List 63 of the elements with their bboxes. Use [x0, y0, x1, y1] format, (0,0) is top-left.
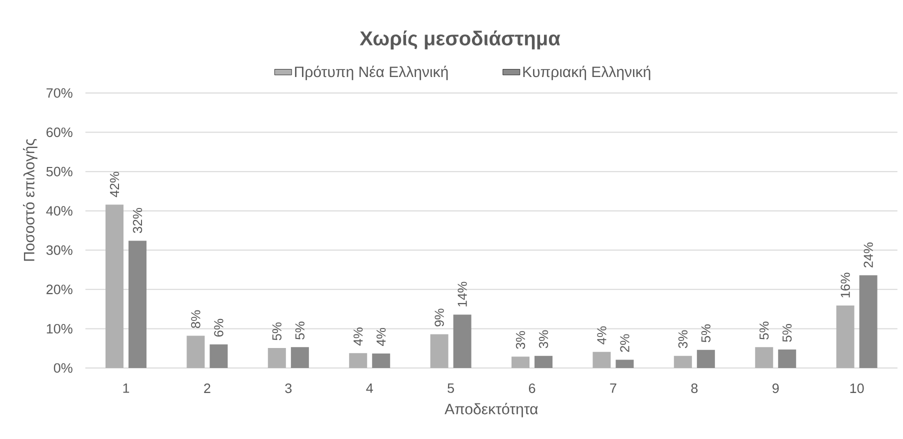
bar [674, 356, 692, 368]
y-tick-label: 30% [46, 245, 72, 255]
x-tick-label: 4 [366, 384, 373, 393]
data-label: 16% [840, 272, 850, 298]
y-tick-label: 20% [46, 284, 72, 294]
x-tick-label: 5 [448, 384, 454, 393]
bar [755, 347, 774, 368]
data-label: 4% [354, 328, 363, 346]
bar [430, 334, 448, 368]
x-tick-label: 6 [528, 384, 536, 394]
y-tick-label: 60% [46, 128, 72, 138]
bar [268, 348, 286, 368]
bar [290, 347, 309, 368]
chart-title: Χωρίς μεσοδιάστημα [360, 30, 560, 50]
data-label: 3% [516, 331, 526, 349]
data-label: 14% [458, 282, 467, 306]
bar [836, 306, 854, 368]
x-tick-label: 8 [691, 384, 698, 394]
data-label: 8% [191, 310, 200, 328]
data-label: 4% [376, 328, 386, 346]
bar [592, 352, 611, 368]
bar [210, 344, 228, 368]
data-label: 6% [214, 318, 224, 337]
y-tick-label: 70% [46, 88, 72, 98]
data-label: 24% [864, 242, 873, 268]
y-tick-label: 10% [46, 324, 72, 334]
bar [512, 356, 530, 368]
bar [349, 353, 368, 368]
bar [186, 336, 205, 368]
x-tick-label: 10 [850, 384, 864, 394]
data-label: 5% [272, 322, 282, 340]
data-label: 5% [295, 322, 304, 340]
bar [778, 350, 796, 368]
bar [859, 275, 878, 368]
data-label: 3% [678, 330, 688, 348]
data-label: 4% [597, 326, 606, 344]
data-label: 42% [110, 172, 120, 198]
x-tick-label: 3 [285, 384, 292, 394]
legend-label: Πρότυπη Νέα Ελληνική [295, 66, 448, 80]
y-tick-label: 40% [46, 206, 72, 216]
bar [128, 240, 146, 368]
y-tick-label: 0% [54, 363, 72, 373]
data-label: 32% [132, 208, 142, 234]
y-axis-title: Ποσοστό επιλογής [22, 138, 38, 261]
x-tick-label: 7 [610, 384, 616, 393]
x-axis-title: Αποδεκτότητα [444, 402, 538, 418]
bar [696, 350, 715, 368]
bar [616, 360, 634, 368]
data-label: 5% [782, 324, 792, 342]
x-tick-label: 2 [204, 384, 210, 393]
bar [534, 356, 553, 368]
legend-label: Κυπριακή Ελληνική [523, 66, 650, 80]
data-label: 2% [620, 334, 630, 352]
bar [453, 314, 472, 368]
x-tick-label: 1 [123, 384, 130, 393]
data-label: 5% [701, 324, 710, 342]
y-tick-label: 50% [46, 166, 72, 176]
bar [372, 353, 390, 368]
bar [106, 204, 124, 368]
data-label: 3% [538, 330, 548, 348]
data-label: 9% [434, 308, 444, 326]
data-label: 5% [760, 322, 769, 340]
x-tick-label: 9 [772, 384, 779, 394]
